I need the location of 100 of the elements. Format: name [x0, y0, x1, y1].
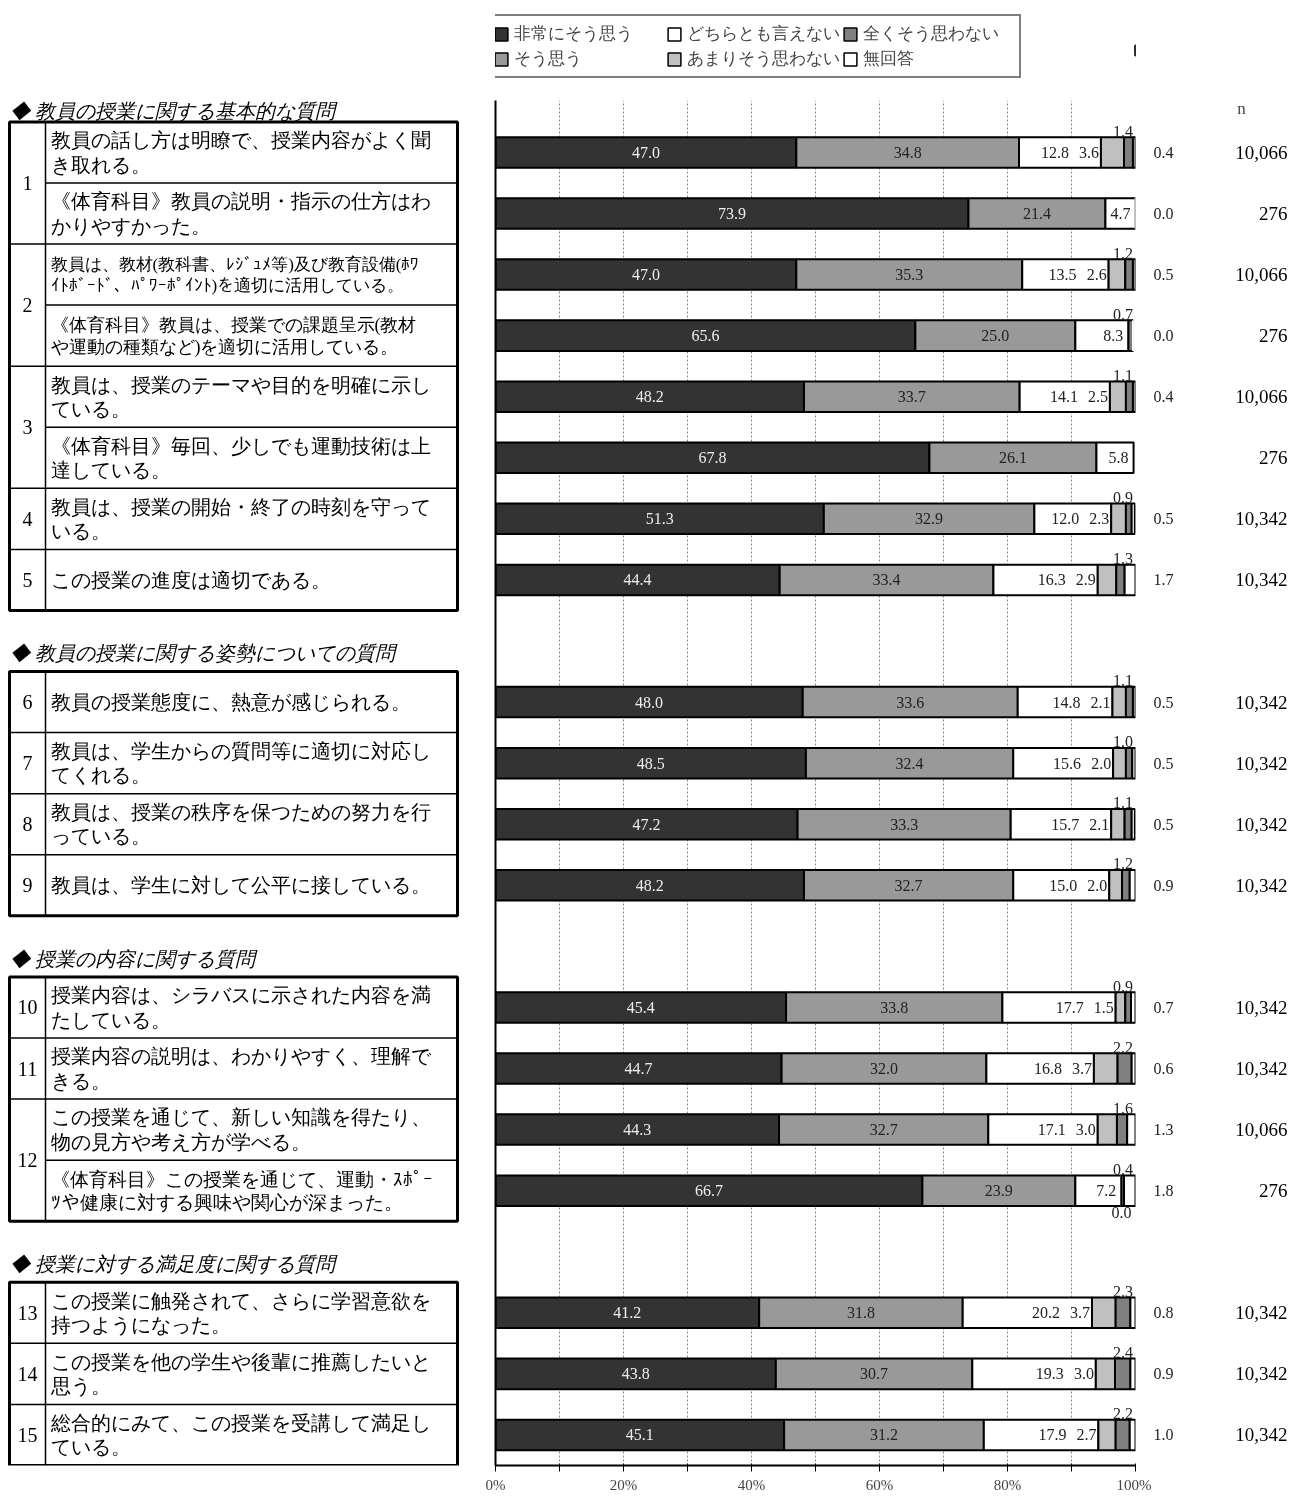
y-tick-label: 教員は、教材(教科書、ﾚｼﾞｭﾒ等)及び教育設備(ﾎﾜｲﾄﾎﾞｰﾄﾞ、ﾊﾟﾜｰﾎﾟｲﾝﾄ)を適切に活用している。	[50, 254, 420, 295]
text: 3	[22, 416, 33, 439]
data-label: 26.1	[998, 449, 1027, 467]
data-label: 0.5	[1153, 754, 1174, 772]
data-label: 45.1	[625, 1426, 654, 1444]
data-label: 0.4	[1153, 388, 1174, 406]
data-label: 25.0	[981, 327, 1010, 345]
data-label: 19.3	[1035, 1365, 1064, 1383]
data-label: 17.1	[1037, 1121, 1066, 1139]
data-label: 2.2	[1112, 1405, 1133, 1423]
y-tick-label: 総合的にみて、この授業を受講して満足している。	[49, 1411, 431, 1459]
data-label: 14.1	[1049, 388, 1078, 406]
text: 13	[17, 1301, 38, 1324]
data-label: 0.6	[1153, 1060, 1174, 1078]
data-label: 35.3	[895, 266, 924, 284]
data-label: 1.1	[1112, 672, 1133, 690]
data-label: 8.3	[1103, 327, 1124, 345]
data-label: 1.3	[1153, 1121, 1174, 1139]
text: 10,342	[1235, 569, 1288, 591]
y-tick-label: 《体育科目》この授業を通じて、運動・ｽﾎﾟｰﾂや健康に対する興味や関心が深まった。	[50, 1168, 433, 1213]
data-label: 32.4	[895, 754, 924, 772]
y-tick-label: この授業を他の学生や後輩に推薦したいと思う。	[49, 1350, 431, 1397]
text: ◆ 教員の授業に関する基本的な質問	[9, 99, 338, 122]
data-label: 0.9	[1153, 1365, 1174, 1383]
data-label: 32.0	[869, 1060, 898, 1078]
y-tick-label: この授業を通じて、新しい知識を得たり、物の見方や考え方が学べる。	[50, 1106, 431, 1153]
data-label: 0.4	[1112, 1160, 1133, 1178]
text: 10,066	[1235, 141, 1288, 163]
data-label: 1.7	[1153, 571, 1174, 589]
text: 2	[22, 294, 33, 317]
text: 10,342	[1235, 1302, 1288, 1324]
data-label: 0.5	[1153, 510, 1174, 528]
data-label: 47.2	[632, 815, 661, 833]
text: 276	[1259, 1180, 1288, 1202]
text: 10,342	[1235, 874, 1288, 896]
data-label: 32.7	[869, 1121, 898, 1139]
x-tick-label: 80%	[993, 1476, 1022, 1493]
text: 8	[22, 813, 33, 836]
data-label: 1.4	[1112, 122, 1133, 140]
data-label: 15.0	[1049, 876, 1078, 894]
data-label: 31.8	[846, 1304, 875, 1322]
y-tick-label: 教員は、授業の秩序を保つための努力を行っている。	[50, 801, 431, 848]
data-label: 2.0	[1091, 754, 1112, 772]
data-label: 47.0	[631, 266, 660, 284]
y-tick-label: 教員は、授業のテーマや目的を明確に示している。	[50, 373, 431, 420]
data-label: 67.8	[698, 449, 727, 467]
data-label: 1.3	[1112, 550, 1133, 568]
data-label: 33.7	[897, 388, 926, 406]
data-label: 13.5	[1048, 266, 1077, 284]
data-label: 2.3	[1112, 1282, 1133, 1300]
text: 10,066	[1235, 264, 1288, 286]
text: 11	[17, 1057, 38, 1080]
data-label: 33.3	[890, 815, 919, 833]
data-label: 48.0	[635, 693, 664, 711]
data-label: 2.6	[1086, 266, 1107, 284]
text: 10,342	[1235, 508, 1288, 530]
x-tick-label: 20%	[609, 1476, 638, 1493]
data-label: 73.9	[717, 204, 746, 222]
text: 10,342	[1235, 1424, 1288, 1446]
x-tick-label: 100%	[1116, 1476, 1152, 1493]
data-label: 48.5	[636, 754, 665, 772]
data-label: 16.3	[1037, 571, 1066, 589]
data-label: 1.5	[1093, 998, 1114, 1016]
y-tick-label: 《体育科目》毎回、少しでも運動技術は上達している。	[50, 434, 431, 481]
text: 276	[1259, 325, 1288, 347]
text: 12	[17, 1149, 38, 1172]
data-label: 7.2	[1096, 1182, 1117, 1200]
data-label: 1.0	[1112, 733, 1133, 751]
text: 15	[17, 1423, 38, 1446]
data-label: 1.6	[1112, 1099, 1133, 1117]
data-label: 1.8	[1153, 1182, 1174, 1200]
data-label: 44.3	[623, 1121, 652, 1139]
data-label: 0.9	[1153, 876, 1174, 894]
data-label: 41.2	[613, 1304, 642, 1322]
text: 6	[22, 691, 33, 714]
data-label: 34.8	[893, 143, 922, 161]
data-label: 2.9	[1075, 571, 1096, 589]
legend-label: 無回答	[863, 48, 915, 70]
data-label: 2.3	[1089, 510, 1110, 528]
data-label: 2.1	[1089, 815, 1110, 833]
data-label: 0.9	[1112, 977, 1133, 995]
y-tick-label: 《体育科目》教員の説明・指示の仕方はわかりやすかった。	[50, 190, 431, 237]
data-label: 4.7	[1110, 204, 1131, 222]
data-label: 2.1	[1090, 693, 1111, 711]
data-label: 14.8	[1052, 693, 1081, 711]
data-label: 2.4	[1112, 1344, 1133, 1362]
y-tick-label: この授業に触発されて、さらに学習意欲を持つようになった。	[50, 1289, 431, 1336]
data-label: 33.6	[896, 693, 925, 711]
data-label: 32.9	[915, 510, 944, 528]
y-tick-label: 授業内容の説明は、わかりやすく、理解できる。	[50, 1045, 432, 1092]
text: 276	[1259, 202, 1288, 224]
data-label: 43.8	[621, 1365, 650, 1383]
data-label: 3.0	[1073, 1365, 1094, 1383]
y-tick-label: 教員は、授業の開始・終了の時刻を守っている。	[50, 495, 431, 542]
data-label: 3.7	[1070, 1304, 1091, 1322]
data-label: 23.9	[984, 1182, 1013, 1200]
data-label: 1.2	[1112, 855, 1133, 873]
data-label: 0.5	[1153, 815, 1174, 833]
data-label: 48.2	[635, 876, 664, 894]
data-label: 45.4	[626, 998, 655, 1016]
